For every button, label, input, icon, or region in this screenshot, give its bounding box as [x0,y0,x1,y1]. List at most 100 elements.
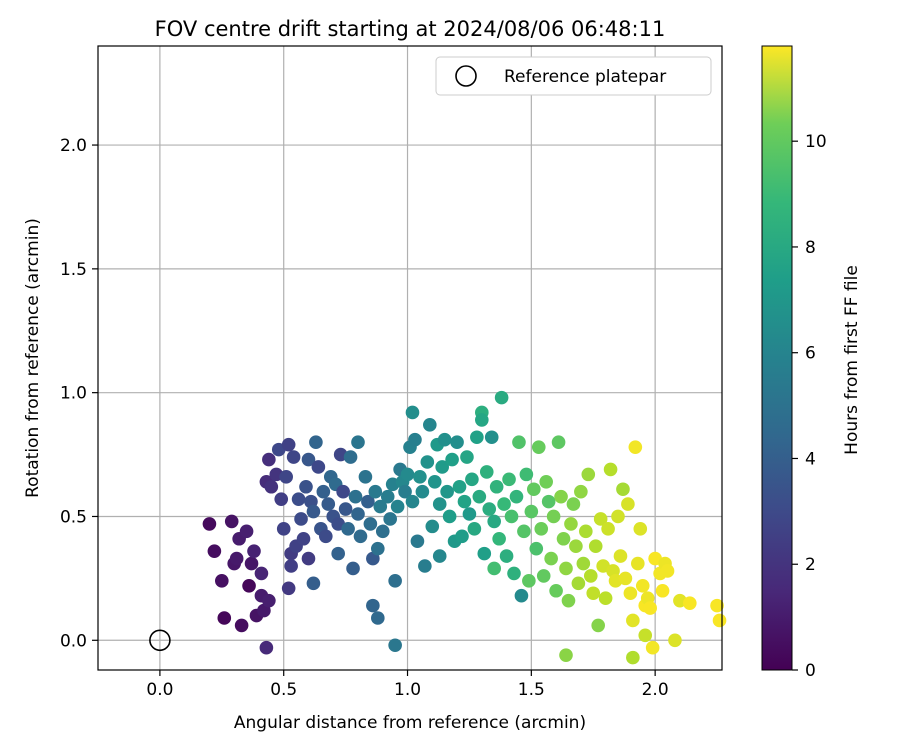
data-point [427,475,442,489]
data-point [425,519,440,534]
data-point [353,529,368,544]
data-point [621,497,635,511]
data-point [591,618,605,633]
data-point [306,504,321,519]
data-point [588,539,603,553]
data-point [420,455,435,469]
colorbar-tick-label: 4 [805,449,816,469]
y-tick-label: 1.5 [60,260,87,280]
legend-box [435,56,712,96]
data-point [710,598,724,613]
data-point [450,435,464,449]
data-point [294,512,308,526]
data-point [371,541,385,556]
data-point [583,569,598,583]
plot-frame [97,45,723,671]
data-point [388,574,402,588]
data-point [217,611,232,625]
data-point [262,452,276,467]
data-point [291,492,306,506]
data-point [579,524,593,539]
data-point [306,576,321,591]
data-point [368,484,383,499]
data-point [286,450,301,464]
data-point [544,551,558,566]
data-point [683,596,697,610]
colorbar-label: Hours from first FF file [842,265,862,455]
chart-title: FOV centre drift starting at 2024/08/06 … [155,17,666,41]
data-point [534,522,549,536]
colorbar-tick-label: 2 [805,555,816,575]
data-point [437,432,452,447]
data-point [484,430,499,445]
data-point [638,628,653,643]
data-point [467,522,482,536]
data-point [497,497,511,511]
reference-point [149,629,171,652]
data-point [224,514,239,529]
data-point [346,561,360,576]
data-point [487,514,501,529]
data-point [504,509,519,524]
data-point [247,544,261,558]
data-point [460,450,474,464]
data-point [405,405,420,420]
data-point [375,524,390,539]
data-point [536,569,551,583]
data-point [457,494,472,509]
data-point [358,470,373,484]
data-point [400,467,415,482]
data-point [611,509,625,524]
data-point [202,517,217,531]
data-point [512,435,526,449]
data-point [643,601,657,615]
x-tick-label: 1.0 [394,680,421,700]
legend-label: Reference platepar [504,67,666,87]
data-point [239,524,254,539]
data-point [398,484,412,499]
y-tick-label: 2.0 [60,136,87,156]
data-point [529,541,544,556]
x-tick-label: 0.0 [146,680,173,700]
legend: Reference platepar [435,56,712,96]
data-point [296,531,311,546]
data-point [442,509,457,524]
data-point [482,502,497,516]
data-point [655,583,670,598]
data-point [207,544,222,558]
y-tick-label: 0.5 [60,507,87,527]
data-point [492,531,506,546]
data-point [494,390,509,405]
data-point [487,561,501,576]
data-point [432,549,447,563]
data-point [489,479,504,494]
data-point [351,435,365,449]
data-point [418,559,432,573]
data-point [598,591,613,605]
data-point [626,613,640,628]
data-point [410,534,425,549]
data-point [281,437,296,452]
data-point [259,640,274,655]
data-point [413,470,427,484]
data-point [559,561,573,576]
data-point [551,435,566,449]
data-point [215,574,229,588]
data-point [613,549,628,563]
data-point [519,467,534,482]
data-point [561,593,576,608]
data-point [574,484,588,499]
data-point [366,598,380,613]
data-point [348,489,363,504]
data-point [633,522,648,536]
data-point [586,586,601,601]
colorbar-tick-label: 0 [805,661,816,681]
legend-marker [455,65,477,87]
data-point [645,640,660,655]
data-point [244,556,259,571]
data-point [631,556,645,571]
data-point [254,566,269,581]
data-point [445,452,459,467]
data-point [668,633,682,648]
